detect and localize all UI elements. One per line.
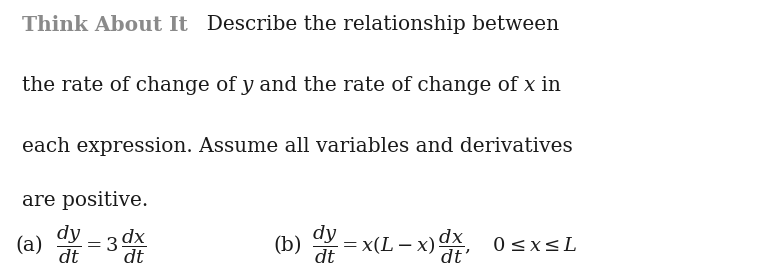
Text: in: in bbox=[535, 76, 562, 95]
Text: x: x bbox=[524, 76, 535, 95]
Text: $\dfrac{dy}{dt} = 3\,\dfrac{dx}{dt}$: $\dfrac{dy}{dt} = 3\,\dfrac{dx}{dt}$ bbox=[56, 224, 147, 266]
Text: the rate of change of: the rate of change of bbox=[22, 76, 242, 95]
Text: Describe the relationship between: Describe the relationship between bbox=[194, 15, 559, 34]
Text: each expression. Assume all variables and derivatives: each expression. Assume all variables an… bbox=[22, 137, 573, 156]
Text: (a): (a) bbox=[16, 236, 44, 255]
Text: are positive.: are positive. bbox=[22, 191, 148, 210]
Text: Think About It: Think About It bbox=[22, 15, 187, 35]
Text: y: y bbox=[242, 76, 254, 95]
Text: (b): (b) bbox=[273, 236, 302, 255]
Text: and the rate of change of: and the rate of change of bbox=[254, 76, 524, 95]
Text: $\dfrac{dy}{dt} = x(L - x)\,\dfrac{dx}{dt},\quad 0 \leq x \leq L$: $\dfrac{dy}{dt} = x(L - x)\,\dfrac{dx}{d… bbox=[312, 224, 578, 266]
